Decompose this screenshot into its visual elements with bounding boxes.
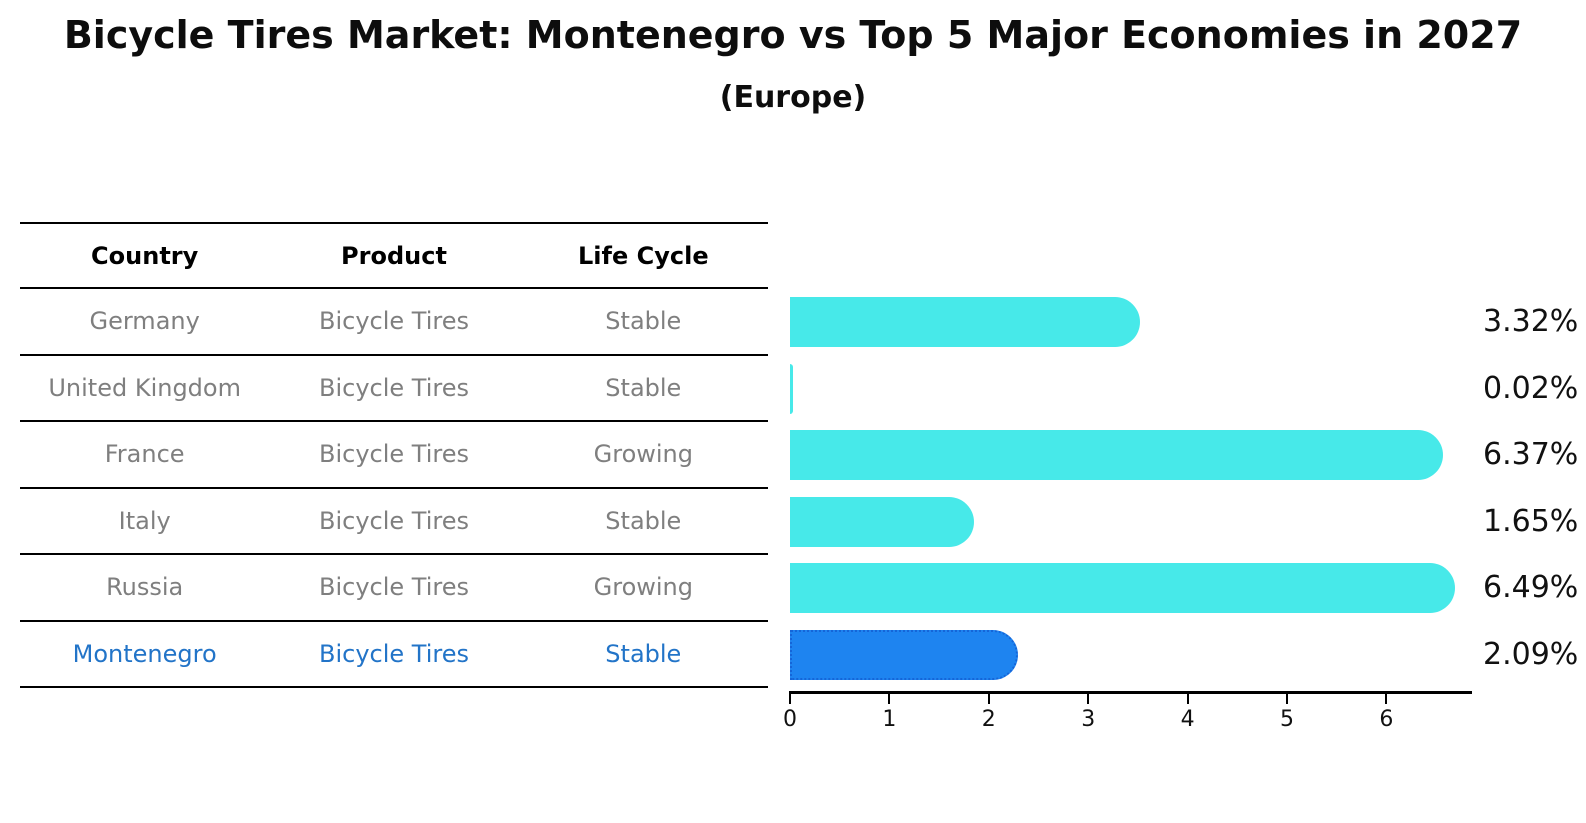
cell-lifecycle: Stable bbox=[605, 639, 682, 668]
bar-united-kingdom bbox=[790, 363, 793, 414]
tick-label: 6 bbox=[1379, 707, 1394, 732]
cell-country: France bbox=[104, 440, 185, 469]
axis-tick bbox=[789, 691, 791, 704]
cell-lifecycle: Growing bbox=[593, 573, 693, 602]
cell-lifecycle: Stable bbox=[605, 373, 682, 402]
tick-label: 4 bbox=[1180, 707, 1195, 732]
bar-montenegro bbox=[790, 629, 1018, 680]
cell-lifecycle: Stable bbox=[605, 506, 682, 535]
cell-country: Russia bbox=[106, 573, 184, 602]
data-table: Country Product Life Cycle Germany Bicycl… bbox=[20, 222, 768, 688]
value-label: 2.09% bbox=[1483, 636, 1579, 672]
page-title: Bicycle Tires Market: Montenegro vs Top … bbox=[63, 13, 1523, 57]
tick-label: 0 bbox=[783, 707, 797, 732]
axis-tick bbox=[1385, 691, 1388, 704]
axis-tick bbox=[1286, 691, 1288, 704]
tick-label: 3 bbox=[1081, 707, 1096, 732]
cell-country: Italy bbox=[118, 506, 171, 535]
value-label: 6.49% bbox=[1483, 570, 1579, 605]
table-row: Montenegro Bicycle Tires Stable bbox=[20, 622, 768, 688]
cell-product: Bicycle Tires bbox=[318, 373, 469, 402]
column-header-country: Country bbox=[91, 241, 199, 270]
cell-country: Montenegro bbox=[72, 639, 217, 668]
x-axis-line bbox=[790, 691, 1472, 694]
cell-product: Bicycle Tires bbox=[318, 573, 469, 602]
cell-lifecycle: Stable bbox=[605, 307, 682, 336]
bar-france bbox=[790, 430, 1444, 480]
cell-country: Germany bbox=[89, 307, 200, 336]
tick-label: 2 bbox=[981, 707, 996, 732]
table-row: Russia Bicycle Tires Growing bbox=[20, 555, 768, 622]
cell-product: Bicycle Tires bbox=[318, 639, 469, 668]
axis-tick bbox=[888, 691, 891, 704]
value-label: 6.37% bbox=[1483, 437, 1579, 472]
column-header-product: Product bbox=[341, 241, 447, 270]
table-row: Germany Bicycle Tires Stable bbox=[20, 289, 768, 356]
cell-lifecycle: Growing bbox=[593, 440, 693, 469]
bar-russia bbox=[790, 563, 1456, 613]
table-row: France Bicycle Tires Growing bbox=[20, 422, 768, 489]
value-label: 0.02% bbox=[1483, 370, 1579, 406]
cell-product: Bicycle Tires bbox=[318, 440, 469, 469]
cell-product: Bicycle Tires bbox=[318, 307, 469, 336]
value-label: 3.32% bbox=[1483, 304, 1579, 339]
tick-label: 1 bbox=[882, 707, 897, 732]
axis-tick bbox=[1087, 691, 1090, 704]
bar-germany bbox=[790, 297, 1140, 347]
bar-chart: 3.32% 0.02% 6.37% 1.65% 6.49% 2.09% bbox=[790, 289, 1586, 688]
axis-tick bbox=[1186, 691, 1189, 704]
bar-italy bbox=[790, 496, 974, 547]
table-row: Italy Bicycle Tires Stable bbox=[20, 489, 768, 555]
cell-product: Bicycle Tires bbox=[318, 506, 469, 535]
table-body: Germany Bicycle Tires Stable United Kingdom… bbox=[20, 289, 768, 688]
value-label: 1.65% bbox=[1483, 503, 1579, 539]
tick-label: 5 bbox=[1280, 707, 1294, 732]
cell-country: United Kingdom bbox=[48, 373, 241, 402]
page-subtitle: (Europe) bbox=[719, 80, 867, 115]
column-header-lifecycle: Life Cycle bbox=[578, 241, 709, 270]
table-row: United Kingdom Bicycle Tires Stable bbox=[20, 356, 768, 422]
table-header-row: Country Product Life Cycle bbox=[20, 222, 768, 289]
axis-tick bbox=[987, 691, 990, 704]
